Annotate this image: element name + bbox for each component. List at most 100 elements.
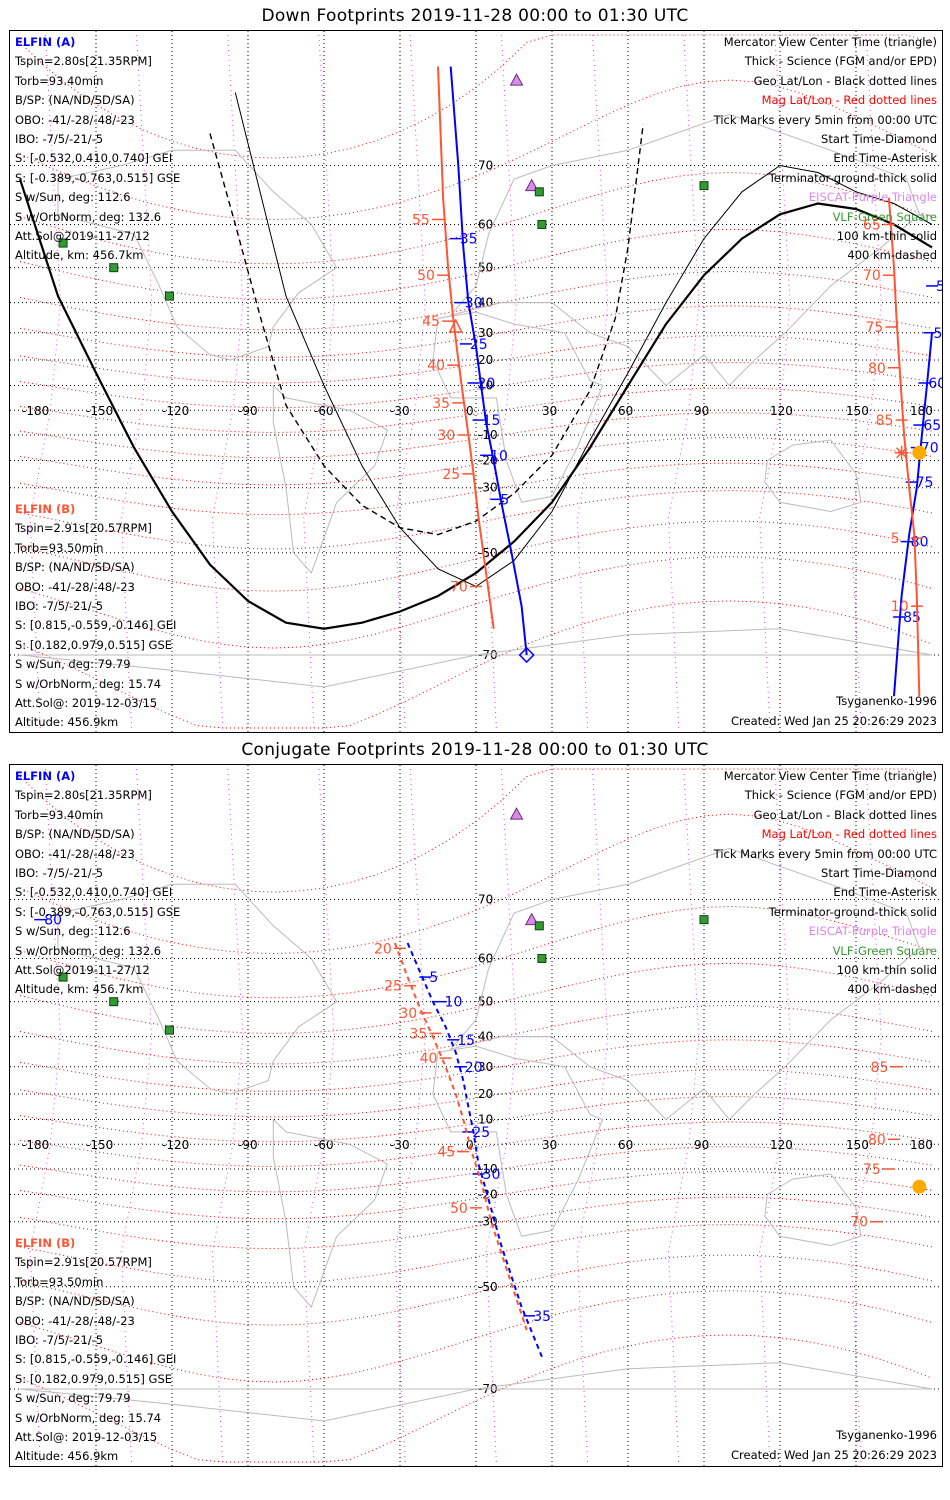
elfin-a-line: OBO: -41/-28/-48/-23	[15, 846, 135, 861]
legend-item: Tick Marks every 5min from 00:00 UTC	[713, 846, 937, 861]
mag-lon-line	[850, 768, 882, 1463]
elfin-a-label: ELFIN (A)	[15, 769, 76, 783]
center-time-triangle-icon	[448, 318, 463, 333]
lon-tick-label: -150	[86, 1138, 113, 1152]
lat-tick-label: -10	[478, 1162, 498, 1176]
vlf-square-icon	[164, 291, 174, 301]
vlf-square-icon	[109, 263, 119, 273]
time-tick-label: 35	[409, 1026, 427, 1042]
elfin-b-line: Altitude: 456.9km	[15, 715, 119, 730]
lon-tick-label: 30	[542, 1138, 557, 1152]
lon-tick-label: 180	[910, 1138, 933, 1152]
coastline	[432, 1045, 604, 1237]
elfin-b-line: Torb=93.50min	[15, 1274, 104, 1289]
time-tick-label: 10	[490, 448, 508, 464]
mag-lon-line	[850, 34, 882, 729]
mag-lon-line	[759, 34, 791, 729]
time-tick-label: 80	[911, 535, 929, 551]
eiscat-triangle-icon	[524, 178, 539, 192]
lat-tick-label: 70	[478, 158, 493, 172]
lon-tick-label: 90	[694, 404, 709, 418]
mag-lon-line	[120, 768, 153, 1463]
elfin-b-line: S: [0.815,-0.559,-0.146] GEI	[15, 1352, 177, 1367]
elfin-a-line: S w/OrbNorm, deg: 132.6	[15, 209, 162, 224]
mag-lon-line	[29, 34, 62, 729]
coastline	[57, 883, 338, 1095]
legend-item: Geo Lat/Lon - Black dotted lines	[753, 73, 937, 88]
time-tick-label: 5	[500, 492, 509, 508]
elfin-b-line: S: [0.182,0.979,0.515] GSE	[15, 1371, 173, 1386]
lat-tick-label: 10	[478, 1112, 493, 1126]
time-tick-label: 20	[465, 1060, 483, 1076]
mag-lat-line	[19, 387, 933, 434]
elfin-a-line: OBO: -41/-28/-48/-23	[15, 112, 135, 127]
time-tick-label: 10	[891, 599, 909, 615]
time-tick-label: 45	[437, 1145, 455, 1161]
panel-title-conjugate: Conjugate Footprints 2019-11-28 00:00 to…	[241, 740, 709, 760]
elfin-b-line: S: [0.815,-0.559,-0.146] GEI	[15, 618, 177, 633]
time-tick-label: 70	[850, 1215, 868, 1231]
time-tick-label: 85	[871, 1060, 889, 1076]
vlf-square-icon	[537, 219, 547, 229]
mag-lat-line	[19, 362, 933, 409]
start-diamond-icon	[518, 646, 535, 664]
mag-lon-line	[394, 768, 426, 1463]
vlf-square-icon	[534, 921, 544, 931]
mag-lon-line	[576, 34, 609, 729]
time-tick-label: 15	[457, 1033, 475, 1049]
elfin-b-line: OBO: -41/-28/-48/-23	[15, 579, 135, 594]
legend-box: Mercator View Center Time (triangle) Thi…	[714, 33, 937, 266]
end-asterisk-icon	[894, 445, 909, 460]
legend-item: Start Time-Diamond	[821, 866, 937, 881]
legend-item: Tick Marks every 5min from 00:00 UTC	[713, 112, 937, 127]
mag-lon-line	[667, 768, 700, 1463]
elfin-b-line: S: [0.182,0.979,0.515] GSE	[15, 637, 173, 652]
vlf-square-icon	[58, 238, 68, 248]
time-tick-label: 75	[916, 475, 934, 491]
elfin-a-line: Torb=93.40min	[15, 73, 104, 88]
coastline	[57, 149, 338, 361]
vlf-square-icon	[699, 181, 709, 191]
mag-lat-line	[19, 1121, 933, 1168]
time-tick-label: 15	[483, 413, 501, 429]
time-tick-label: 30	[465, 296, 483, 312]
created-timestamp: Created: Wed Jan 25 20:26:29 2023	[730, 714, 937, 728]
time-tick-label: 20	[374, 941, 392, 957]
time-tick-label: 60	[928, 376, 942, 392]
elfin-b-line: IBO: -7/5/-21/-5	[15, 599, 104, 614]
time-tick-label: 20	[477, 376, 495, 392]
legend-item: Mag Lat/Lon - Red dotted lines	[761, 93, 937, 108]
time-tick-label: 30	[437, 428, 455, 444]
vlf-square-icon	[534, 187, 544, 197]
lat-tick-label: 70	[478, 892, 493, 906]
time-tick-label: 70	[450, 579, 468, 595]
legend-box: Mercator View Center Time (triangle) Thi…	[714, 767, 937, 1000]
elfin-b-line: S w/Sun, deg: 79.79	[15, 1391, 131, 1406]
legend-item: 400 km-dashed	[847, 982, 937, 997]
legend-item: EISCAT-Purple Triangle	[808, 924, 937, 939]
elfin-a-line: Att.Sol@2019-11-27/12	[15, 229, 150, 244]
elfin-a-line: S: [-0.532,0.410,0.740] GEI	[15, 885, 173, 900]
legend-item: 400 km-dashed	[847, 248, 937, 263]
lon-tick-label: -90	[238, 1138, 258, 1152]
legend-item: EISCAT-Purple Triangle	[808, 190, 937, 205]
mag-lat-line	[19, 1170, 933, 1220]
elfin-b-line: Att.Sol@: 2019-12-03/15	[15, 696, 158, 711]
lat-tick-label: 60	[478, 217, 493, 231]
terminator-100km	[234, 92, 933, 587]
time-tick-label: 35	[432, 396, 450, 412]
lat-tick-label: 30	[478, 326, 493, 340]
elfin-a-line: S: [-0.389,-0.763,0.515] GSE	[15, 904, 181, 919]
time-tick-label: 45	[422, 314, 440, 330]
lon-tick-label: 30	[542, 404, 557, 418]
footprint-track	[393, 942, 528, 1331]
mag-lon-line	[485, 768, 518, 1463]
vlf-square-icon	[109, 997, 119, 1007]
footprint-track	[893, 332, 933, 697]
elfin-a-line: Att.Sol@2019-11-27/12	[15, 963, 150, 978]
time-tick-label: 50	[450, 1201, 468, 1217]
elfin-a-info: ELFIN (A) Tspin=2.80s[21.35RPM] Torb=93.…	[15, 767, 180, 1000]
elfin-a-line: B/SP: (NA/ND/SD/SA)	[15, 827, 135, 842]
time-tick-label: 25	[442, 467, 460, 483]
lon-tick-label: 90	[694, 1138, 709, 1152]
